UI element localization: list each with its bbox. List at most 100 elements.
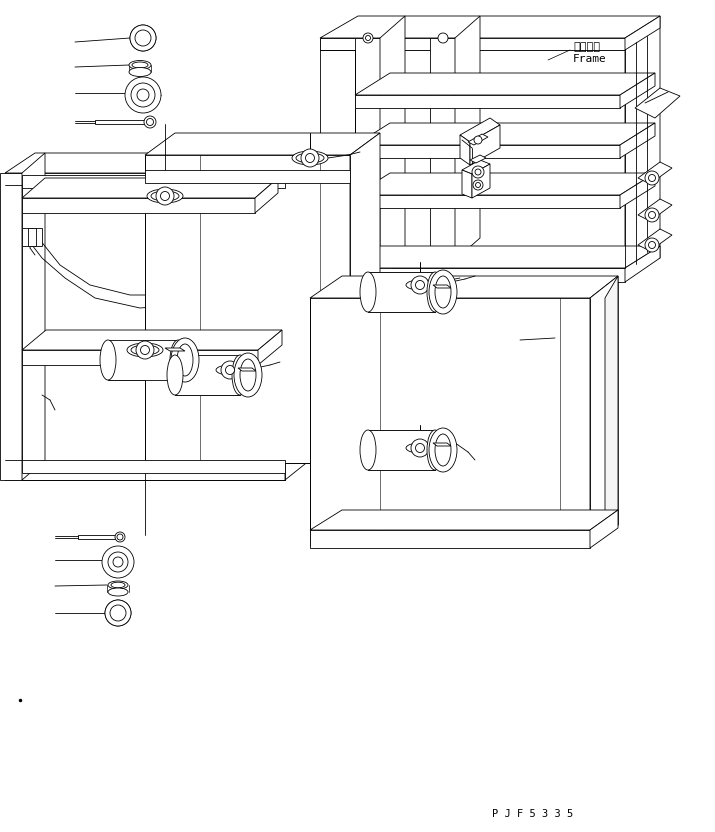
Polygon shape [620,173,655,208]
Polygon shape [145,155,350,463]
Circle shape [125,77,161,113]
Polygon shape [368,430,435,470]
Circle shape [415,280,425,290]
Circle shape [649,211,656,219]
Circle shape [365,36,370,41]
Polygon shape [5,173,285,480]
Polygon shape [320,38,355,282]
Circle shape [147,118,154,126]
Polygon shape [625,16,660,268]
Polygon shape [620,123,655,158]
Circle shape [136,341,154,359]
Polygon shape [460,135,470,165]
Polygon shape [108,340,178,380]
Polygon shape [625,16,660,50]
Polygon shape [468,134,488,145]
Polygon shape [310,276,618,298]
Ellipse shape [108,588,128,596]
Circle shape [363,33,373,43]
Polygon shape [255,178,278,213]
Circle shape [156,187,174,205]
Polygon shape [455,16,480,260]
Ellipse shape [216,365,244,375]
Ellipse shape [402,441,438,455]
Circle shape [473,180,483,190]
Ellipse shape [435,434,451,466]
Circle shape [108,552,128,572]
Polygon shape [78,535,115,539]
Circle shape [475,182,480,187]
Circle shape [110,605,126,621]
Circle shape [225,365,235,374]
Circle shape [649,175,656,181]
Ellipse shape [292,151,328,165]
Polygon shape [462,170,472,198]
Polygon shape [355,173,655,195]
Polygon shape [590,276,618,545]
Polygon shape [462,160,490,174]
Polygon shape [620,73,655,108]
Ellipse shape [151,191,179,201]
Circle shape [160,191,169,201]
Ellipse shape [129,67,151,77]
Polygon shape [638,229,672,251]
Ellipse shape [127,343,163,357]
Circle shape [649,241,656,249]
Circle shape [135,30,151,46]
Ellipse shape [234,353,262,397]
Polygon shape [590,276,618,545]
Polygon shape [470,125,500,165]
Polygon shape [625,246,660,282]
Circle shape [105,600,131,626]
Text: フレーム: フレーム [573,42,600,52]
Circle shape [415,443,425,453]
Polygon shape [433,443,451,446]
Polygon shape [310,510,618,530]
Ellipse shape [108,581,128,589]
Ellipse shape [427,430,443,470]
Polygon shape [238,368,256,371]
Ellipse shape [111,582,125,587]
Circle shape [113,608,123,618]
Circle shape [137,89,149,101]
Text: P J F 5 3 3 5: P J F 5 3 3 5 [492,809,573,819]
Polygon shape [22,350,258,365]
Ellipse shape [429,270,457,314]
Ellipse shape [360,272,376,312]
Circle shape [115,532,125,542]
Polygon shape [145,133,380,155]
Ellipse shape [129,61,151,70]
Ellipse shape [177,344,193,376]
Ellipse shape [402,278,438,292]
Ellipse shape [240,359,256,391]
Polygon shape [380,16,405,280]
Polygon shape [638,162,672,184]
Circle shape [138,33,148,43]
Polygon shape [635,88,680,118]
Polygon shape [22,198,255,213]
Polygon shape [368,272,435,312]
Circle shape [301,149,319,167]
Polygon shape [433,285,451,288]
Polygon shape [320,38,625,50]
Polygon shape [355,38,380,280]
Polygon shape [22,175,285,188]
Polygon shape [5,153,310,173]
Polygon shape [430,38,455,260]
Polygon shape [472,164,490,198]
Ellipse shape [360,430,376,470]
Polygon shape [605,276,618,525]
Circle shape [438,33,448,43]
Circle shape [305,153,315,162]
Circle shape [105,600,131,626]
Circle shape [144,116,156,128]
Circle shape [130,25,156,51]
Circle shape [645,238,659,252]
Ellipse shape [429,428,457,472]
Ellipse shape [232,355,248,395]
Circle shape [110,605,126,621]
Ellipse shape [296,153,324,163]
Polygon shape [165,348,185,351]
Circle shape [474,136,482,144]
Polygon shape [460,118,500,142]
